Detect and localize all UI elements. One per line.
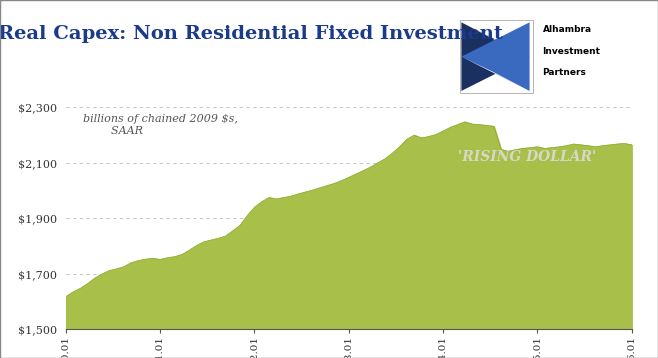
Text: 'RISING DOLLAR': 'RISING DOLLAR'	[457, 150, 595, 164]
Text: Partners: Partners	[542, 68, 586, 77]
Polygon shape	[461, 22, 530, 91]
Text: Real Capex: Non Residential Fixed Investment: Real Capex: Non Residential Fixed Invest…	[0, 25, 503, 43]
Polygon shape	[461, 22, 530, 91]
Polygon shape	[461, 57, 530, 91]
Bar	[459, 20, 533, 93]
Text: Investment: Investment	[542, 47, 601, 55]
Text: billions of chained 2009 $s,
        SAAR: billions of chained 2009 $s, SAAR	[83, 114, 238, 136]
Polygon shape	[461, 22, 530, 57]
Text: Alhambra: Alhambra	[542, 25, 592, 34]
